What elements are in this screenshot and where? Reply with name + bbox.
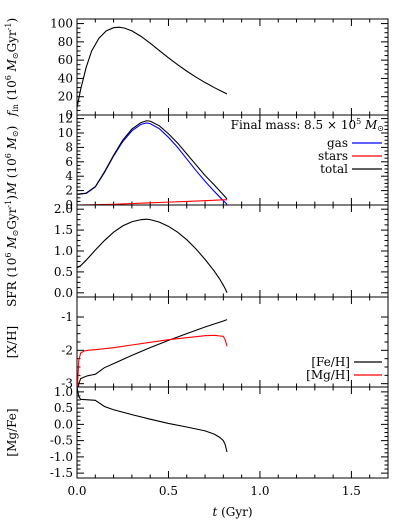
series-line-feh	[77, 319, 228, 387]
y-tick-label: 60	[58, 53, 73, 67]
y-tick-label: -2	[61, 343, 73, 357]
series-line-main	[77, 218, 228, 294]
y-tick-label: 2	[65, 184, 73, 198]
y-tick-label: 0	[65, 198, 73, 212]
legend-label: total	[320, 162, 348, 176]
y-tick-label: 40	[58, 71, 73, 85]
series-line-main	[77, 26, 228, 108]
y-tick-label: 2.0	[54, 202, 73, 216]
panel-frame	[76, 18, 389, 116]
x-tick-label: 1.5	[342, 484, 361, 498]
y-tick-label: 12	[58, 112, 73, 126]
x-tick-label: 0.5	[159, 484, 178, 498]
y-tick-label: -3	[61, 377, 73, 391]
x-tick-label: 0.0	[67, 484, 86, 498]
series-line-total	[77, 120, 228, 200]
y-tick-label: 10	[58, 126, 73, 140]
y-tick-label: 6	[65, 155, 73, 169]
y-axis-label: fin (106 M⊙Gyr-1)	[4, 18, 20, 117]
y-tick-label: 100	[50, 17, 73, 31]
legend-label: [Mg/H]	[306, 368, 350, 382]
y-tick-label: 8	[65, 140, 73, 154]
y-tick-label: 20	[58, 90, 73, 104]
y-tick-label: 0.0	[54, 417, 73, 431]
legend-label: stars	[318, 149, 348, 163]
y-tick-label: 0.5	[54, 265, 73, 279]
y-axis-label: [X/H]	[5, 326, 19, 358]
panel-frame	[76, 204, 389, 298]
series-line-main	[77, 387, 228, 453]
panel-5: -1.5 -1.0 -0.5 0.0 0.5 1.0 [Mg/Fe] 0.0 0.5 1.0 1.5…	[5, 385, 389, 519]
y-axis-label: SFR (106 M⊙Gyr-1)	[4, 195, 20, 307]
final-mass-annotation: Final mass: 8.5 × 105 M⊙	[231, 117, 384, 133]
y-tick-label: 1.0	[54, 244, 73, 258]
y-tick-label: 0.5	[54, 401, 73, 415]
panel-3: 0.0 0.5 1.0 1.5 2.0 SFR (106 M⊙Gyr-1)	[4, 195, 389, 307]
x-tick-label: 1.0	[250, 484, 269, 498]
y-tick-label: 80	[58, 35, 73, 49]
y-axis-label: [Mg/Fe]	[5, 408, 19, 456]
legend-label: gas	[327, 136, 348, 150]
y-tick-label: 1.5	[54, 223, 73, 237]
y-tick-label: 4	[65, 169, 73, 183]
panel-frame	[76, 386, 389, 479]
y-tick-label: 0.0	[54, 286, 73, 300]
y-tick-label: -0.5	[50, 434, 73, 448]
panel-1: 0 20 40 60 80 100 fin (106 M⊙Gyr-1)	[4, 17, 389, 122]
series-line-stars	[77, 199, 228, 205]
y-axis-label: M (106 M⊙)	[4, 126, 20, 196]
y-tick-label: -1.5	[50, 466, 73, 480]
y-tick-label: -1	[61, 310, 73, 324]
series-line-mgh	[77, 334, 228, 387]
series-line-gas	[77, 122, 228, 205]
y-tick-label: 0	[65, 108, 73, 122]
x-axis-label: t (Gyr)	[212, 505, 252, 519]
y-tick-label: 1.0	[54, 385, 73, 399]
y-tick-label: -1.0	[50, 450, 73, 464]
legend-label: [Fe/H]	[311, 355, 350, 369]
